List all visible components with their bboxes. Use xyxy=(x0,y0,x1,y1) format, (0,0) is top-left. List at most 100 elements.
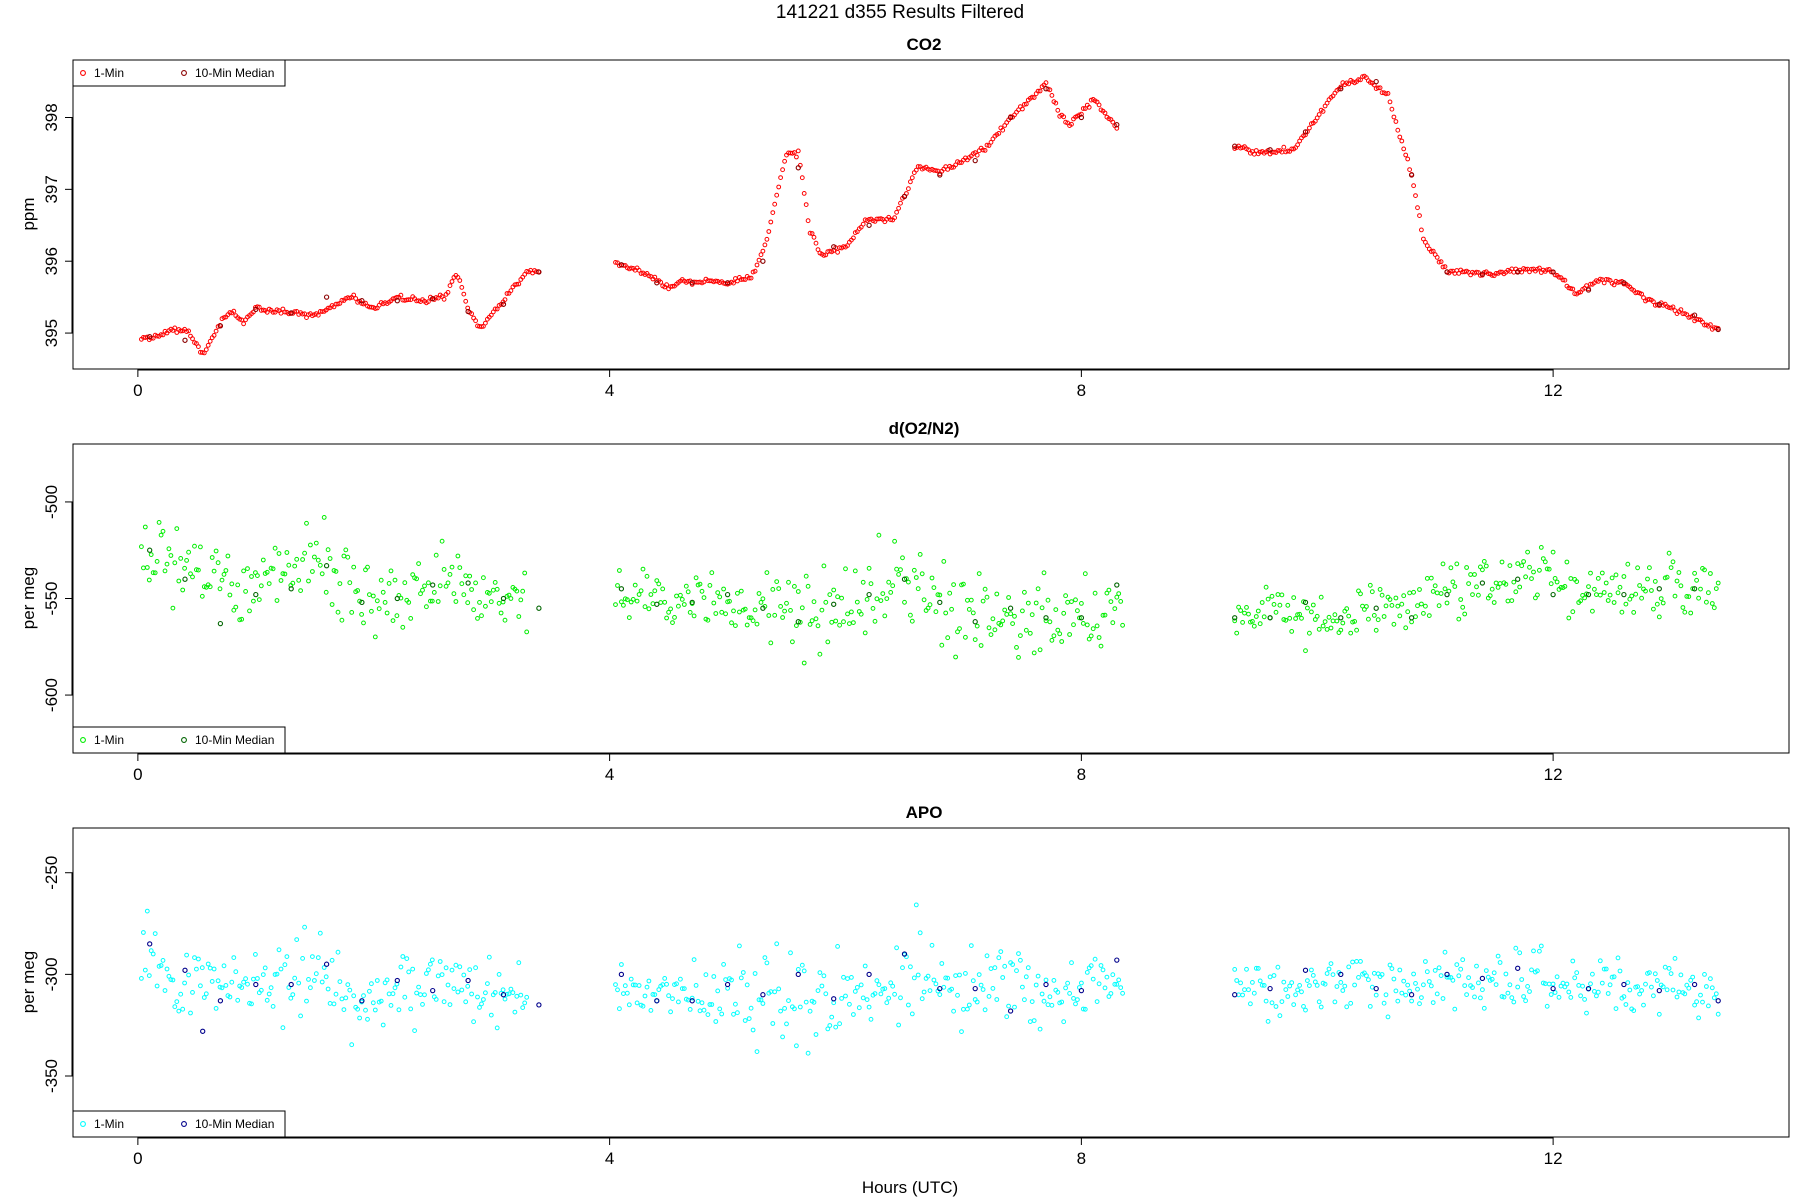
apo-1min-point xyxy=(1509,995,1515,1001)
o2n2-1min-point xyxy=(799,605,805,611)
o2n2-1min-point xyxy=(282,571,288,577)
o2n2-1min-point xyxy=(1251,623,1257,629)
apo-1min-point xyxy=(313,971,319,977)
apo-1min-point xyxy=(266,991,272,997)
apo-1min-point xyxy=(735,1010,740,1016)
co2-median-point xyxy=(147,334,153,340)
o2n2-1min-point xyxy=(1002,607,1008,613)
o2n2-1min-point xyxy=(372,634,378,640)
co2-1min-point xyxy=(270,309,276,315)
o2n2-1min-point xyxy=(756,591,762,596)
o2n2-1min-point xyxy=(1232,618,1238,624)
apo-median-point xyxy=(1691,981,1698,988)
apo-1min-point xyxy=(146,973,152,978)
apo-1min-point xyxy=(1281,979,1287,985)
o2n2-1min-point xyxy=(335,609,341,615)
o2n2-1min-point xyxy=(919,571,925,577)
co2-1min-point xyxy=(196,344,201,350)
co2-1min-point xyxy=(534,269,539,275)
apo-1min-point xyxy=(1088,963,1094,969)
o2n2-1min-point xyxy=(1582,595,1587,601)
apo-1min-point xyxy=(384,977,390,983)
o2n2-1min-point xyxy=(835,594,840,600)
o2n2-1min-point xyxy=(733,623,738,628)
o2n2-1min-point xyxy=(376,606,382,612)
o2n2-1min-point xyxy=(1352,619,1357,624)
apo-1min-point xyxy=(624,990,630,996)
o2n2-1min-point xyxy=(445,580,451,586)
apo-median-point xyxy=(288,981,294,988)
apo-points xyxy=(139,902,1721,1056)
co2-1min-point xyxy=(426,299,431,305)
apo-1min-point xyxy=(1708,976,1713,982)
apo-1min-point xyxy=(1248,1001,1253,1007)
co2-1min-point xyxy=(398,292,404,298)
o2n2-legend: 1-Min 10-Min Median xyxy=(72,726,286,754)
apo-1min-point xyxy=(854,985,860,990)
apo-1min-point xyxy=(1295,987,1300,993)
o2n2-1min-point xyxy=(1708,571,1713,576)
apo-1min-point xyxy=(750,1027,756,1033)
apo-1min-point xyxy=(1505,990,1511,996)
apo-1min-point xyxy=(158,963,164,968)
co2-median-point xyxy=(1114,122,1120,128)
o2n2-1min-point xyxy=(298,588,304,593)
apo-1min-point xyxy=(203,991,209,997)
apo-1min-point xyxy=(1031,1018,1037,1023)
co2-1min-point xyxy=(1020,106,1025,112)
apo-1min-point xyxy=(461,972,467,978)
co2-1min-point xyxy=(457,278,463,283)
apo-1min-point xyxy=(764,960,770,966)
o2n2-median-point xyxy=(500,595,507,602)
apo-1min-point xyxy=(422,992,427,998)
co2-median-point xyxy=(689,280,695,286)
co2-1min-point xyxy=(213,328,219,334)
o2n2-1min-point xyxy=(1590,608,1595,614)
co2-1min-point xyxy=(1544,267,1550,273)
apo-legend-label: 1-Min xyxy=(94,1117,124,1131)
o2n2-1min-point xyxy=(174,526,180,531)
o2n2-1min-point xyxy=(1020,608,1025,614)
o2n2-1min-point xyxy=(1715,580,1721,586)
apo-1min-point xyxy=(1470,985,1475,990)
o2n2-1min-point xyxy=(1063,593,1068,599)
o2n2-1min-point xyxy=(1305,605,1310,611)
apo-1min-point xyxy=(1063,985,1068,991)
o2n2-1min-point xyxy=(1586,584,1591,589)
o2n2-1min-point xyxy=(1566,615,1572,621)
co2-median-point xyxy=(1338,86,1344,92)
o2n2-1min-point xyxy=(256,597,262,602)
o2n2-1min-point xyxy=(1271,602,1277,607)
apo-1min-point xyxy=(1546,981,1552,987)
apo-1min-point xyxy=(1073,1001,1078,1007)
o2n2-1min-point xyxy=(764,570,770,575)
o2n2-1min-point xyxy=(211,568,217,574)
apo-1min-point xyxy=(496,972,502,977)
co2-1min-point xyxy=(860,221,866,227)
apo-1min-point xyxy=(984,953,990,959)
o2n2-1min-point xyxy=(516,614,522,619)
o2n2-1min-point xyxy=(1692,570,1697,576)
o2n2-1min-point xyxy=(845,611,850,617)
o2n2-1min-point xyxy=(1619,609,1625,615)
o2n2-1min-point xyxy=(245,566,250,571)
co2-1min-point xyxy=(913,167,919,173)
apo-1min-point xyxy=(1438,973,1444,978)
apo-1min-point xyxy=(300,956,306,961)
co2-1min-point xyxy=(898,200,903,206)
apo-1min-point xyxy=(392,985,398,991)
o2n2-1min-point xyxy=(1295,612,1300,617)
apo-1min-point xyxy=(961,1006,966,1012)
apo-1min-point xyxy=(1544,1003,1550,1009)
apo-1min-point xyxy=(959,1029,964,1034)
apo-1min-point xyxy=(699,1000,705,1006)
o2n2-1min-point xyxy=(1025,600,1031,606)
apo-1min-point xyxy=(617,1006,622,1012)
apo-1min-point xyxy=(626,1002,632,1008)
apo-1min-point xyxy=(1550,981,1556,987)
o2n2-1min-point xyxy=(642,604,648,610)
apo-1min-point xyxy=(1045,1002,1051,1008)
o2n2-1min-point xyxy=(1383,603,1389,609)
o2n2-1min-point xyxy=(467,573,473,579)
apo-1min-point xyxy=(1055,989,1061,995)
